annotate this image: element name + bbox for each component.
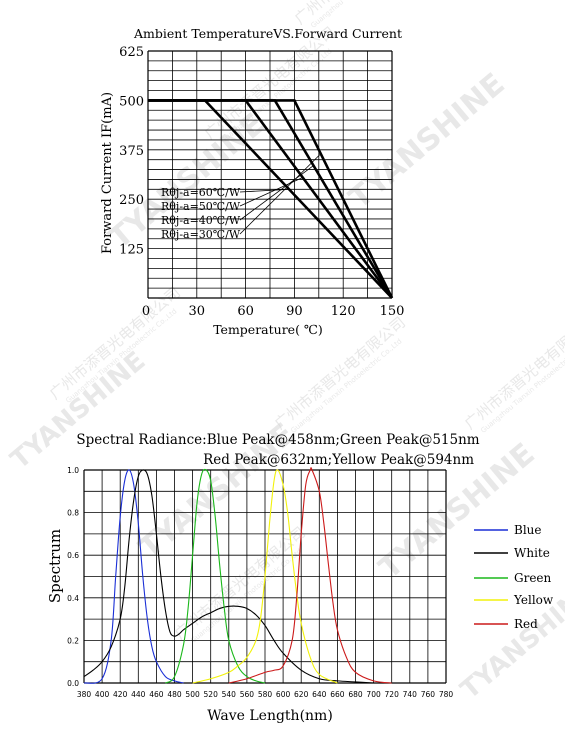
x-tick-label: 680 [348,690,363,699]
chart2-title: Spectral Radiance:Blue Peak@458nm;Green … [76,432,479,448]
chart1-tick-labels: 0 30 60 90 120 150 125 250 375 500 625 [119,45,404,319]
x-tick-label: 460 [149,690,164,699]
chart1-ylabel: Forward Current IF(mA) [100,92,115,254]
chart2-ylabel: Spectrum [46,529,64,603]
legend-label: Red [514,617,538,631]
x-tick-label: 440 [131,690,146,699]
y-tick-label: 625 [119,45,144,60]
y-tick-label: 250 [119,193,144,208]
x-tick-label: 120 [331,304,356,319]
derating-curve-line [148,99,394,299]
x-tick-label: 400 [95,690,110,699]
x-tick-label: 0 [142,304,150,319]
series-leader-line [239,153,322,235]
x-tick-label: 580 [258,690,273,699]
x-tick-label: 520 [204,690,219,699]
x-tick-label: 90 [286,304,303,319]
chart1-title: Ambient TemperatureVS.Forward Current [133,26,402,41]
y-tick-label: 500 [119,94,144,109]
y-tick-label: 0.2 [67,636,79,645]
series-label: Rθj-a=50℃/W [161,200,241,213]
y-tick-label: 0.6 [67,551,79,560]
legend-label: Blue [514,523,542,537]
watermark-company-en: Guangzhou Tianxin Photoelectric Co.,Ltd [189,547,303,645]
x-tick-label: 600 [276,690,291,699]
spectrum-line-yellow [192,469,338,684]
x-tick-label: 540 [222,690,237,699]
chart2-legend: Blue White Green Yellow Red [474,523,554,631]
x-tick-label: 720 [385,690,400,699]
watermark-company-en: Guangzhou Tianxin Photoelectric Co.,Ltd [289,337,403,435]
legend-label: White [514,546,550,560]
x-tick-label: 660 [330,690,345,699]
spectrum-line-blue [83,469,184,684]
chart1-series-labels: Rθj-a=60℃/WRθj-a=50℃/WRθj-a=40℃/WRθj-a=3… [161,153,322,241]
x-tick-label: 560 [240,690,255,699]
y-tick-label: 125 [119,243,144,258]
x-tick-label: 620 [294,690,309,699]
series-leader-line [239,165,314,221]
y-tick-label: 375 [119,144,144,159]
x-tick-label: 60 [237,304,254,319]
temperature-derating-chart: Ambient TemperatureVS.Forward Current Fo… [100,26,404,337]
spectrum-line-white [83,469,374,684]
series-label: Rθj-a=40℃/W [161,214,241,227]
y-tick-label: 1.0 [67,466,79,475]
chart1-series [148,99,394,299]
x-tick-label: 640 [312,690,327,699]
chart1-xlabel: Temperature( ℃) [213,322,323,337]
series-label: Rθj-a=60℃/W [161,186,241,199]
spectral-radiance-chart: Spectral Radiance:Blue Peak@458nm;Green … [46,432,554,724]
y-tick-label: 0.8 [67,509,79,518]
spectrum-line-red [228,467,392,684]
chart2-xlabel: Wave Length(nm) [207,708,333,724]
x-tick-label: 480 [167,690,182,699]
chart2-tick-labels: 380 400 420 440 460 480 500 520 540 560 580 600 620 6… [67,466,453,699]
spectrum-line-green [165,468,266,684]
x-tick-label: 780 [439,690,454,699]
series-leader-line [239,188,290,193]
x-tick-label: 740 [403,690,418,699]
x-tick-label: 30 [189,304,206,319]
x-tick-label: 380 [77,690,92,699]
x-tick-label: 760 [421,690,436,699]
chart2-series [83,467,392,684]
watermark-company: 广州市添晋光电有限公司 [171,523,309,643]
y-tick-label: 0.0 [67,679,79,688]
legend-label: Green [514,571,552,585]
x-tick-label: 500 [185,690,200,699]
x-tick-label: 700 [366,690,381,699]
x-tick-label: 420 [113,690,128,699]
chart2-subtitle: Red Peak@632nm;Yellow Peak@594nm [203,452,474,468]
chart2-grid [83,469,447,684]
y-tick-label: 0.4 [67,594,79,603]
legend-label: Yellow [513,593,554,607]
series-label: Rθj-a=30℃/W [161,228,241,241]
x-tick-label: 150 [380,304,405,319]
